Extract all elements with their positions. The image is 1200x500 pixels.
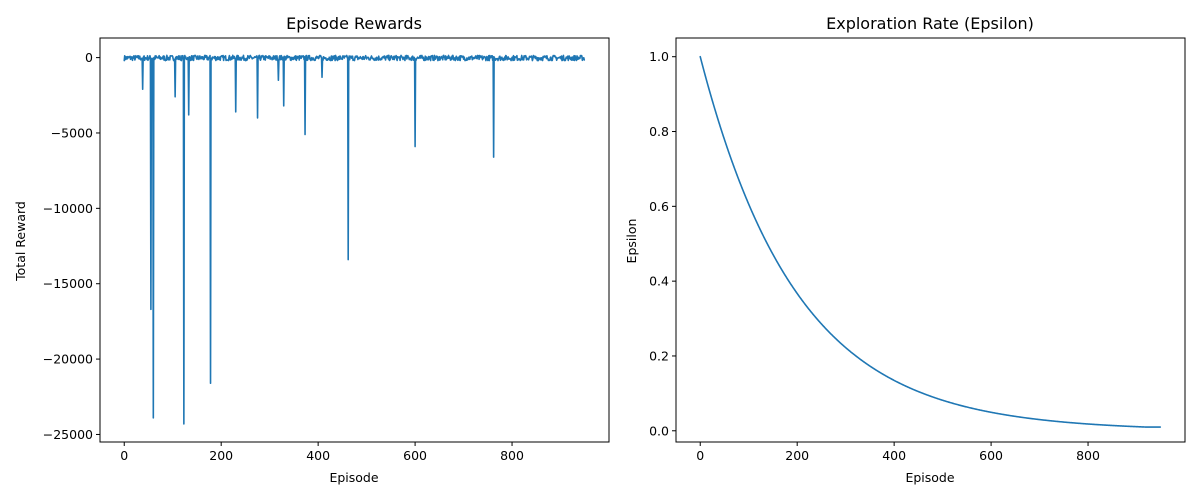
rewards-x-tick-label: 0 (120, 448, 128, 463)
rewards-x-tick-label: 200 (209, 448, 233, 463)
rewards-axis-ticks: 0 200 400 600 800 0 −5000 −10000 −15000 −20000 −25… (43, 50, 524, 463)
epsilon-y-tick-label: 0.8 (649, 124, 669, 139)
epsilon-axis-ticks: 0 200 400 600 800 0.0 0.2 0.4 0.6 0.8 1.0 (649, 49, 1100, 463)
rewards-y-tick-label: −20000 (43, 352, 93, 367)
rewards-y-tick-label: −15000 (43, 276, 93, 291)
epsilon-series-line (699, 55, 1162, 428)
epsilon-y-tick-label: 0.4 (649, 274, 669, 289)
epsilon-x-tick-label: 0 (696, 448, 704, 463)
epsilon-x-tick-label: 600 (979, 448, 1003, 463)
epsilon-chart-title: Exploration Rate (Epsilon) (826, 14, 1034, 33)
rewards-series-line (123, 54, 586, 425)
epsilon-y-tick-label: 0.6 (649, 199, 669, 214)
rewards-y-tick-label: 0 (85, 50, 93, 65)
epsilon-plot-frame (675, 37, 1186, 443)
epsilon-y-tick-label: 0.0 (649, 423, 669, 438)
epsilon-y-axis-label: Epsilon (624, 219, 639, 264)
rewards-y-tick-label: −25000 (43, 427, 93, 442)
rewards-x-axis-label: Episode (329, 470, 378, 485)
rewards-x-tick-label: 400 (306, 448, 330, 463)
rewards-x-tick-label: 800 (500, 448, 524, 463)
rewards-y-tick-label: −5000 (51, 125, 93, 140)
rewards-chart-title: Episode Rewards (286, 14, 422, 33)
epsilon-y-tick-label: 0.2 (649, 348, 669, 363)
epsilon-x-axis-label: Episode (905, 470, 954, 485)
epsilon-x-tick-label: 400 (882, 448, 906, 463)
epsilon-x-tick-label: 800 (1076, 448, 1100, 463)
epsilon-x-tick-label: 200 (785, 448, 809, 463)
epsilon-chart: Exploration Rate (Epsilon) Episode Epsil… (624, 14, 1186, 485)
rewards-chart: Episode Rewards Episode Total Reward 0 20… (13, 14, 610, 485)
rewards-y-tick-label: −10000 (43, 201, 93, 216)
epsilon-y-tick-label: 1.0 (649, 49, 669, 64)
rewards-plot-frame (99, 37, 610, 443)
rewards-y-axis-label: Total Reward (13, 201, 28, 282)
rewards-x-tick-label: 600 (403, 448, 427, 463)
